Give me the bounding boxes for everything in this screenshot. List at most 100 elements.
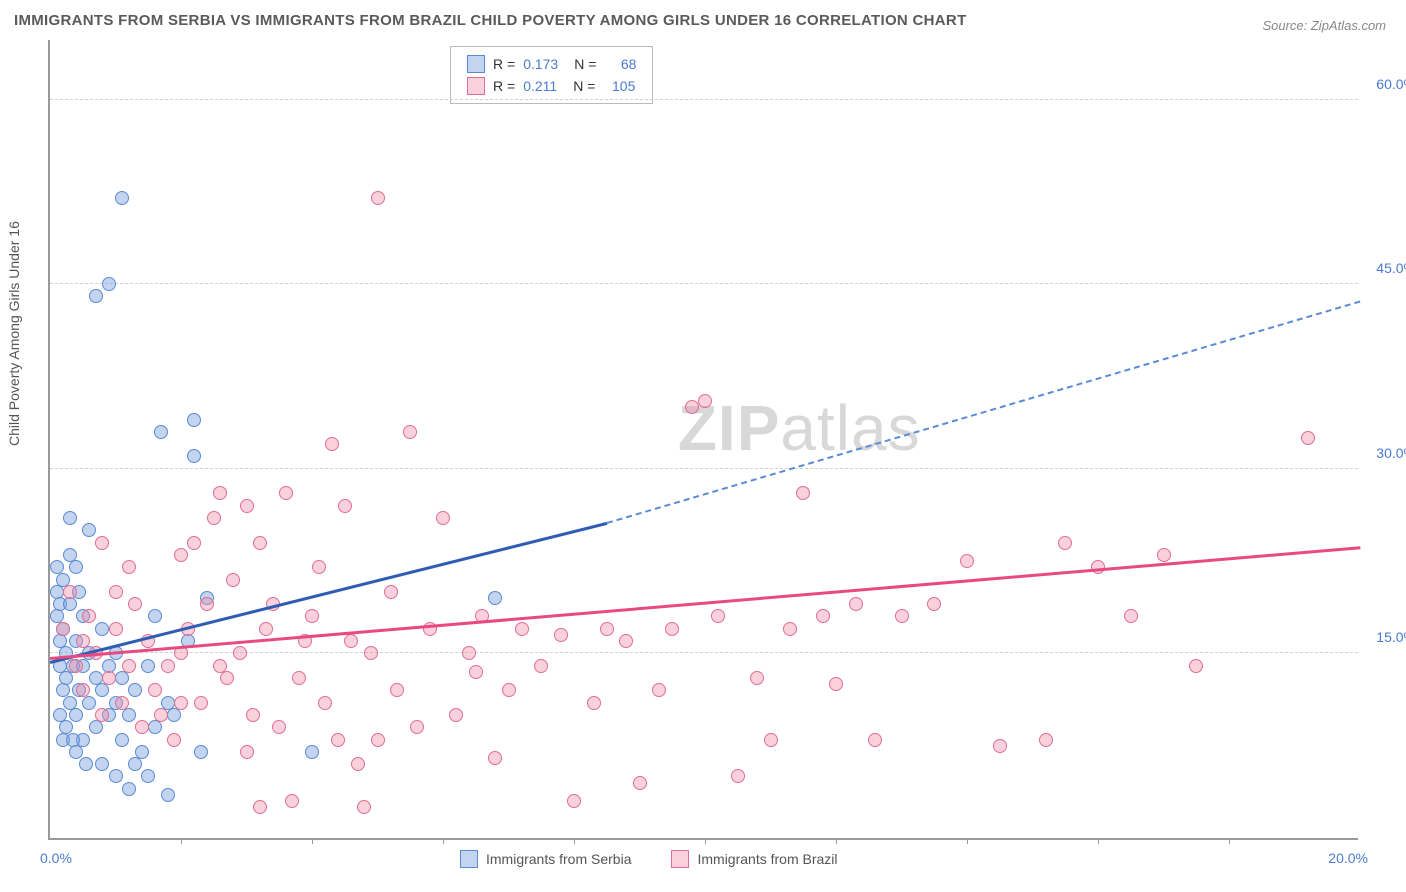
scatter-point: [1058, 536, 1072, 550]
scatter-point: [69, 659, 83, 673]
scatter-point: [993, 739, 1007, 753]
scatter-point: [69, 560, 83, 574]
scatter-point: [253, 536, 267, 550]
scatter-point: [63, 548, 77, 562]
scatter-point: [122, 708, 136, 722]
scatter-point: [141, 659, 155, 673]
trend-line: [50, 522, 607, 663]
scatter-point: [69, 745, 83, 759]
scatter-point: [213, 659, 227, 673]
watermark: ZIPatlas: [678, 391, 921, 465]
scatter-point: [351, 757, 365, 771]
y-tick-label: 15.0%: [1376, 629, 1406, 645]
scatter-point: [187, 536, 201, 550]
x-tick: [1098, 838, 1099, 844]
scatter-point: [95, 757, 109, 771]
scatter-point: [1189, 659, 1203, 673]
scatter-point: [868, 733, 882, 747]
scatter-point: [253, 800, 267, 814]
scatter-point: [318, 696, 332, 710]
scatter-point: [796, 486, 810, 500]
x-axis-max-label: 20.0%: [1328, 850, 1368, 866]
scatter-point: [187, 413, 201, 427]
scatter-point: [233, 646, 247, 660]
legend-series: Immigrants from SerbiaImmigrants from Br…: [460, 850, 838, 868]
legend-series-item: Immigrants from Brazil: [671, 850, 837, 868]
scatter-point: [698, 394, 712, 408]
scatter-point: [960, 554, 974, 568]
scatter-point: [102, 671, 116, 685]
scatter-point: [371, 733, 385, 747]
y-axis-label: Child Poverty Among Girls Under 16: [6, 221, 22, 446]
x-tick: [443, 838, 444, 844]
scatter-point: [371, 191, 385, 205]
legend-correlation-box: R =0.173N =68R =0.211N =105: [450, 46, 653, 104]
scatter-point: [488, 591, 502, 605]
scatter-point: [829, 677, 843, 691]
scatter-point: [449, 708, 463, 722]
scatter-point: [122, 782, 136, 796]
x-tick: [312, 838, 313, 844]
scatter-point: [63, 597, 77, 611]
scatter-point: [148, 720, 162, 734]
scatter-point: [66, 733, 80, 747]
scatter-point: [82, 609, 96, 623]
legend-swatch: [460, 850, 478, 868]
scatter-point: [109, 769, 123, 783]
scatter-point: [128, 683, 142, 697]
scatter-point: [285, 794, 299, 808]
scatter-point: [1124, 609, 1138, 623]
scatter-point: [161, 788, 175, 802]
scatter-point: [240, 499, 254, 513]
scatter-point: [403, 425, 417, 439]
scatter-point: [259, 622, 273, 636]
scatter-point: [534, 659, 548, 673]
gridline: [50, 99, 1358, 100]
scatter-point: [240, 745, 254, 759]
scatter-point: [128, 757, 142, 771]
scatter-point: [338, 499, 352, 513]
scatter-point: [633, 776, 647, 790]
scatter-point: [89, 720, 103, 734]
scatter-point: [109, 622, 123, 636]
scatter-point: [82, 523, 96, 537]
scatter-point: [279, 486, 293, 500]
scatter-point: [1157, 548, 1171, 562]
scatter-point: [364, 646, 378, 660]
scatter-point: [154, 708, 168, 722]
scatter-point: [76, 683, 90, 697]
scatter-point: [161, 659, 175, 673]
scatter-point: [344, 634, 358, 648]
scatter-point: [167, 708, 181, 722]
scatter-point: [115, 696, 129, 710]
scatter-point: [305, 745, 319, 759]
x-tick: [836, 838, 837, 844]
x-tick: [1229, 838, 1230, 844]
scatter-point: [600, 622, 614, 636]
trend-line-extrapolated: [606, 301, 1360, 524]
scatter-point: [1039, 733, 1053, 747]
scatter-point: [292, 671, 306, 685]
y-tick-label: 30.0%: [1376, 445, 1406, 461]
gridline: [50, 283, 1358, 284]
scatter-point: [652, 683, 666, 697]
scatter-point: [63, 511, 77, 525]
scatter-point: [305, 609, 319, 623]
legend-stat-row: R =0.173N =68: [467, 53, 636, 75]
scatter-point: [79, 757, 93, 771]
y-tick-label: 60.0%: [1376, 76, 1406, 92]
scatter-point: [148, 609, 162, 623]
scatter-point: [783, 622, 797, 636]
legend-stat-row: R =0.211N =105: [467, 75, 636, 97]
scatter-point: [109, 585, 123, 599]
scatter-point: [154, 425, 168, 439]
scatter-point: [515, 622, 529, 636]
scatter-point: [194, 745, 208, 759]
scatter-point: [685, 400, 699, 414]
scatter-point: [122, 659, 136, 673]
y-tick-label: 45.0%: [1376, 260, 1406, 276]
scatter-point: [272, 720, 286, 734]
source-attribution: Source: ZipAtlas.com: [1262, 18, 1386, 33]
scatter-point: [63, 585, 77, 599]
scatter-point: [436, 511, 450, 525]
